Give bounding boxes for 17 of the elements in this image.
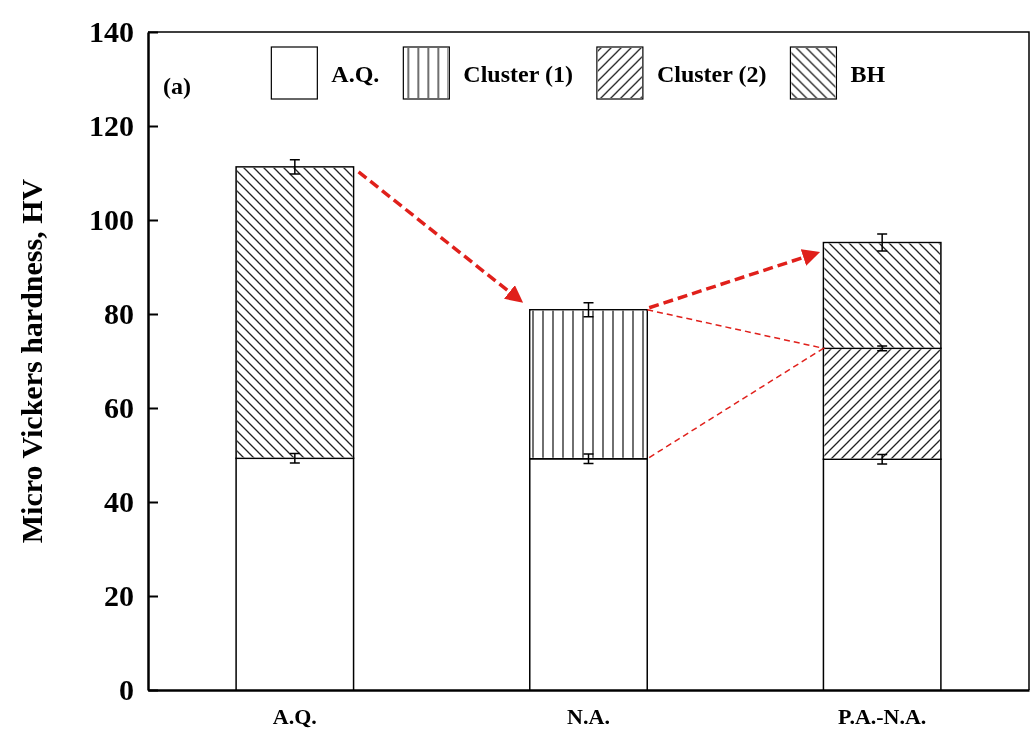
y-tick-label: 20 xyxy=(104,579,134,613)
legend-label: BH xyxy=(850,61,886,87)
y-tick-label: 100 xyxy=(89,203,134,237)
x-tick-label: A.Q. xyxy=(272,703,317,729)
annotation: (a) xyxy=(163,73,191,99)
legend-label: A.Q. xyxy=(331,61,380,87)
x-tick-label: P.A.-N.A. xyxy=(837,703,927,729)
y-axis-title: Micro Vickers hardness, HV xyxy=(15,178,48,544)
y-tick-label: 40 xyxy=(104,485,134,519)
y-tick-label: 0 xyxy=(119,673,134,707)
y-tick-label: 80 xyxy=(104,297,134,331)
legend-label: Cluster (1) xyxy=(463,61,573,87)
y-tick-label: 60 xyxy=(104,391,134,425)
y-tick-label: 120 xyxy=(89,109,134,143)
x-tick-label: N.A. xyxy=(567,703,610,729)
y-tick-label: 140 xyxy=(89,15,134,49)
legend-label: Cluster (2) xyxy=(656,61,767,87)
